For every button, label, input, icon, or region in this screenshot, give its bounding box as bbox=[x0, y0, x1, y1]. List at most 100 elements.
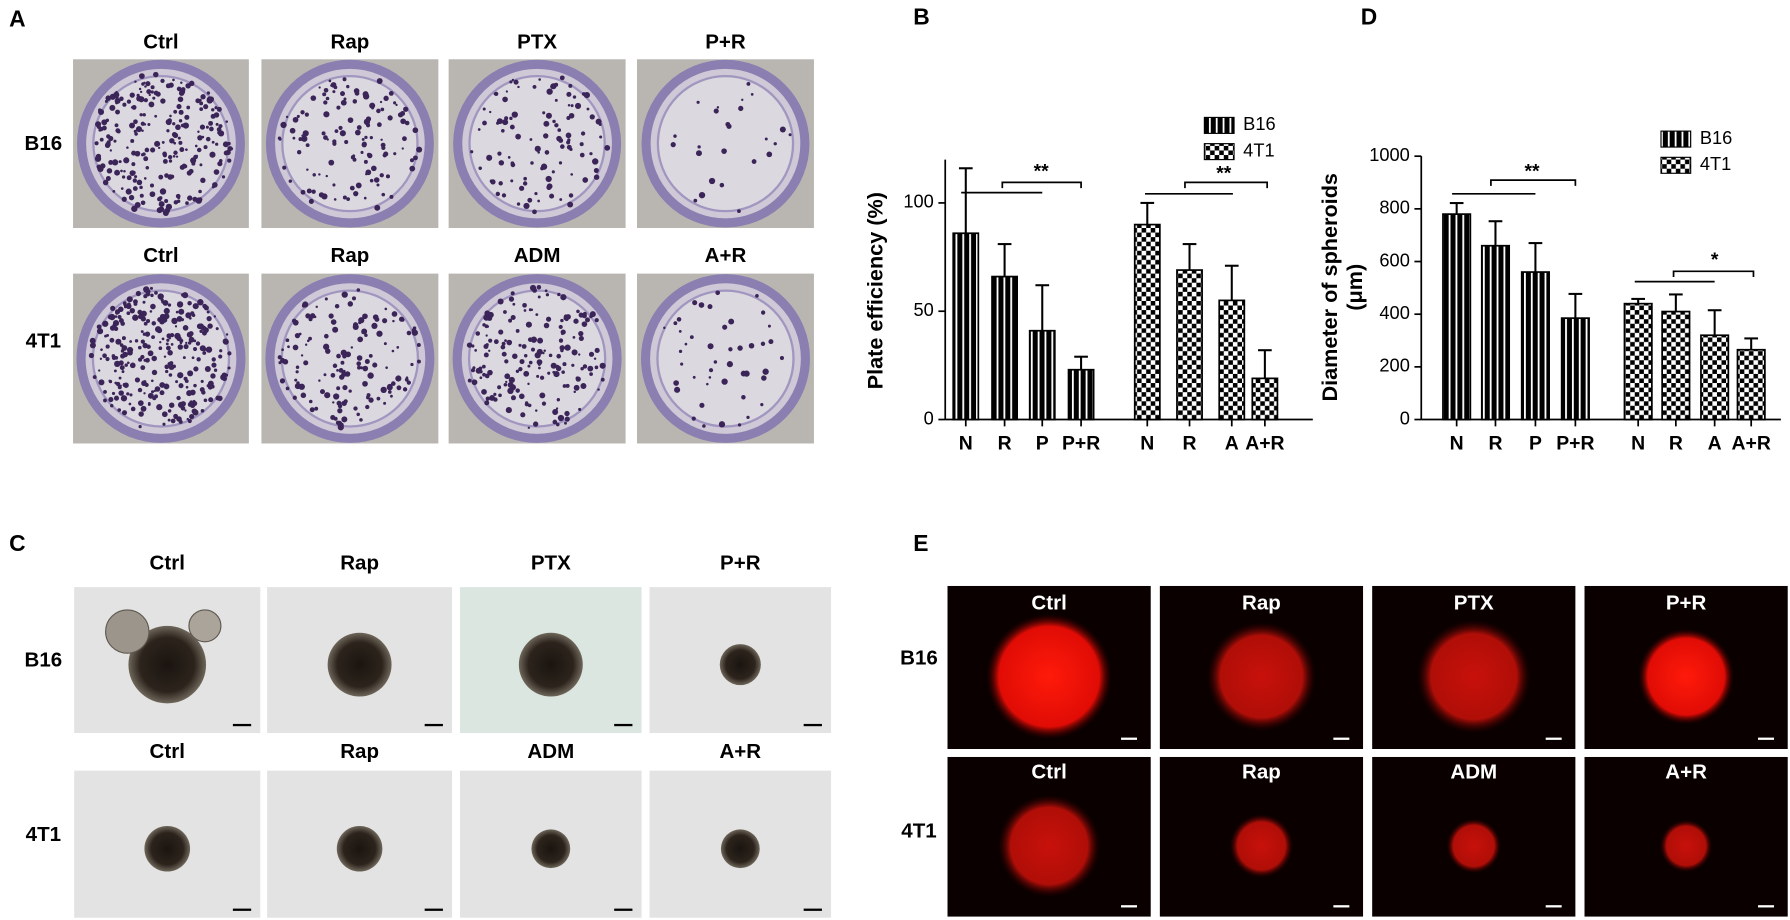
colony bbox=[117, 385, 122, 390]
colony bbox=[168, 155, 173, 160]
column-label: A+R bbox=[705, 244, 747, 267]
colony bbox=[184, 114, 190, 120]
colony bbox=[559, 345, 565, 351]
colony bbox=[180, 81, 183, 85]
image: P+R bbox=[649, 552, 832, 734]
colony bbox=[185, 385, 189, 389]
colony bbox=[548, 353, 553, 358]
colony bbox=[400, 110, 406, 116]
colony bbox=[518, 367, 523, 372]
colony bbox=[357, 365, 361, 370]
colony bbox=[332, 326, 339, 333]
colony bbox=[532, 209, 537, 215]
colony bbox=[182, 122, 187, 128]
colony bbox=[154, 291, 158, 295]
colony bbox=[483, 344, 489, 350]
colony bbox=[550, 362, 557, 369]
colony bbox=[482, 120, 487, 126]
colony bbox=[510, 291, 515, 296]
colony bbox=[489, 110, 492, 114]
colony bbox=[152, 96, 156, 100]
colony bbox=[162, 151, 167, 157]
colony bbox=[519, 185, 525, 191]
colony bbox=[188, 331, 194, 337]
colony bbox=[389, 194, 394, 199]
colony bbox=[321, 193, 328, 200]
colony bbox=[308, 198, 314, 204]
colony bbox=[587, 365, 594, 372]
colony bbox=[199, 329, 203, 333]
colony bbox=[325, 96, 330, 101]
colony bbox=[138, 425, 142, 429]
colony bbox=[318, 379, 321, 382]
colony bbox=[185, 148, 188, 151]
colony bbox=[552, 409, 559, 415]
colony bbox=[131, 162, 136, 167]
colony bbox=[330, 82, 337, 88]
colony bbox=[282, 165, 287, 170]
colony bbox=[393, 101, 397, 105]
colony bbox=[149, 183, 155, 188]
colony bbox=[174, 325, 178, 328]
colony bbox=[551, 170, 555, 174]
colony bbox=[779, 126, 786, 133]
colony bbox=[380, 386, 387, 394]
colony bbox=[175, 155, 179, 158]
colony bbox=[140, 365, 146, 371]
colony bbox=[537, 295, 541, 299]
colony bbox=[318, 173, 321, 176]
colony bbox=[139, 90, 143, 94]
colony bbox=[401, 147, 404, 150]
colony bbox=[530, 308, 534, 311]
colony bbox=[193, 383, 197, 388]
colony bbox=[227, 146, 233, 152]
colony bbox=[209, 151, 216, 158]
colony bbox=[281, 348, 284, 352]
colony bbox=[572, 336, 576, 339]
colony bbox=[133, 129, 137, 133]
colony bbox=[197, 299, 204, 306]
colony bbox=[761, 375, 767, 381]
colony bbox=[599, 135, 603, 139]
colony bbox=[478, 166, 482, 170]
error-bar bbox=[1074, 355, 1088, 370]
colony bbox=[523, 309, 527, 312]
x-tick-label: N bbox=[959, 433, 973, 455]
colony bbox=[211, 357, 216, 362]
colony bbox=[543, 133, 549, 139]
colony bbox=[213, 112, 220, 118]
colony bbox=[741, 395, 746, 400]
colony bbox=[737, 209, 741, 214]
colony bbox=[409, 165, 416, 172]
colony bbox=[589, 114, 595, 120]
significance-bracket bbox=[1001, 181, 1082, 189]
colony bbox=[159, 188, 167, 195]
colony bbox=[689, 335, 694, 340]
colony bbox=[515, 133, 521, 140]
colony bbox=[197, 135, 203, 141]
colony bbox=[356, 125, 362, 130]
scale-bar bbox=[614, 908, 633, 911]
colony bbox=[404, 377, 409, 382]
colony bbox=[164, 198, 169, 203]
colony bbox=[175, 380, 179, 384]
colony bbox=[142, 300, 146, 304]
colony bbox=[344, 371, 351, 377]
colony bbox=[306, 188, 312, 194]
colony bbox=[413, 155, 418, 161]
colony bbox=[586, 107, 590, 111]
colony bbox=[109, 93, 116, 100]
colony bbox=[198, 98, 202, 102]
colony bbox=[191, 161, 196, 166]
colony bbox=[158, 146, 161, 149]
colony bbox=[555, 365, 562, 372]
x-tick-label: R bbox=[1488, 433, 1502, 455]
colony bbox=[336, 105, 341, 110]
colony bbox=[349, 185, 355, 191]
colony bbox=[358, 317, 365, 324]
colony bbox=[589, 152, 593, 156]
colony bbox=[381, 145, 386, 151]
colony bbox=[179, 147, 185, 153]
colony bbox=[489, 394, 495, 401]
colony bbox=[102, 320, 109, 327]
